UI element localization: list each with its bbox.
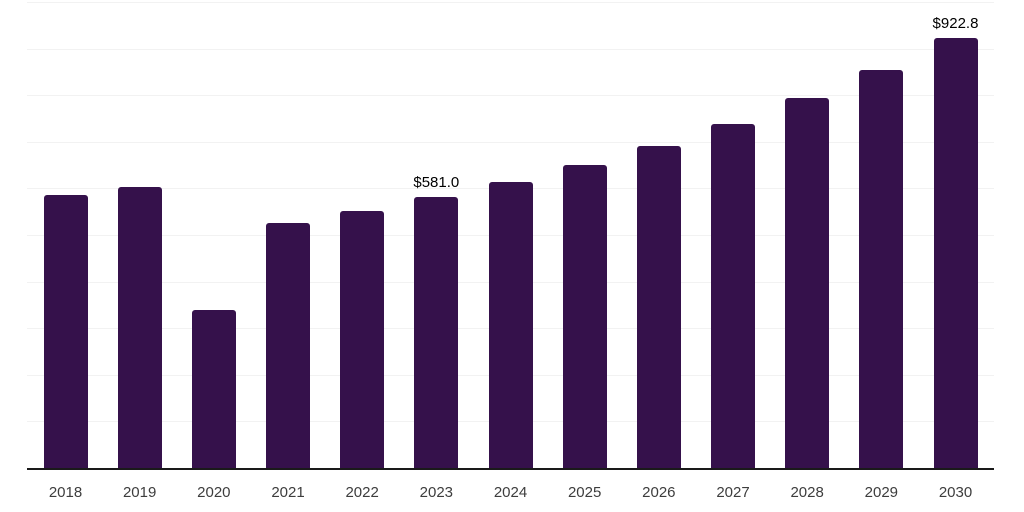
bar-2022 xyxy=(340,211,385,468)
x-tick-label-2018: 2018 xyxy=(48,484,83,501)
gridline xyxy=(27,2,994,3)
x-tick-label-2025: 2025 xyxy=(567,484,602,501)
bar-2028 xyxy=(785,97,830,468)
x-tick-label-2022: 2022 xyxy=(345,484,379,501)
bar-2018 xyxy=(43,195,88,468)
bar-2029 xyxy=(859,69,904,468)
bar-2026 xyxy=(636,145,681,468)
x-tick-label-2024: 2024 xyxy=(493,484,528,501)
x-tick-label-2027: 2027 xyxy=(716,484,750,501)
bar-2024 xyxy=(488,182,533,468)
gridline xyxy=(27,141,994,143)
bar-2030 xyxy=(933,37,978,468)
gridline xyxy=(27,95,994,97)
bar-2019 xyxy=(117,187,162,468)
x-tick-label-2030: 2030 xyxy=(938,484,973,501)
bar-2025 xyxy=(562,164,607,468)
bar-2020 xyxy=(191,310,236,468)
x-tick-label-2029: 2029 xyxy=(864,484,899,501)
x-tick-label-2028: 2028 xyxy=(790,484,824,501)
x-tick-label-2019: 2019 xyxy=(122,484,157,501)
gridline xyxy=(27,48,994,50)
x-tick-label-2023: 2023 xyxy=(419,484,454,501)
x-axis-line xyxy=(27,468,994,470)
value-label-2030: $922.8 xyxy=(932,14,979,32)
bar-2021 xyxy=(266,223,310,468)
x-tick-label-2026: 2026 xyxy=(642,484,676,501)
bar-2027 xyxy=(711,123,755,468)
bar-2023 xyxy=(414,197,459,468)
x-tick-label-2020: 2020 xyxy=(197,484,231,501)
x-tick-label-2021: 2021 xyxy=(271,484,305,501)
value-label-2023: $581.0 xyxy=(413,174,460,192)
